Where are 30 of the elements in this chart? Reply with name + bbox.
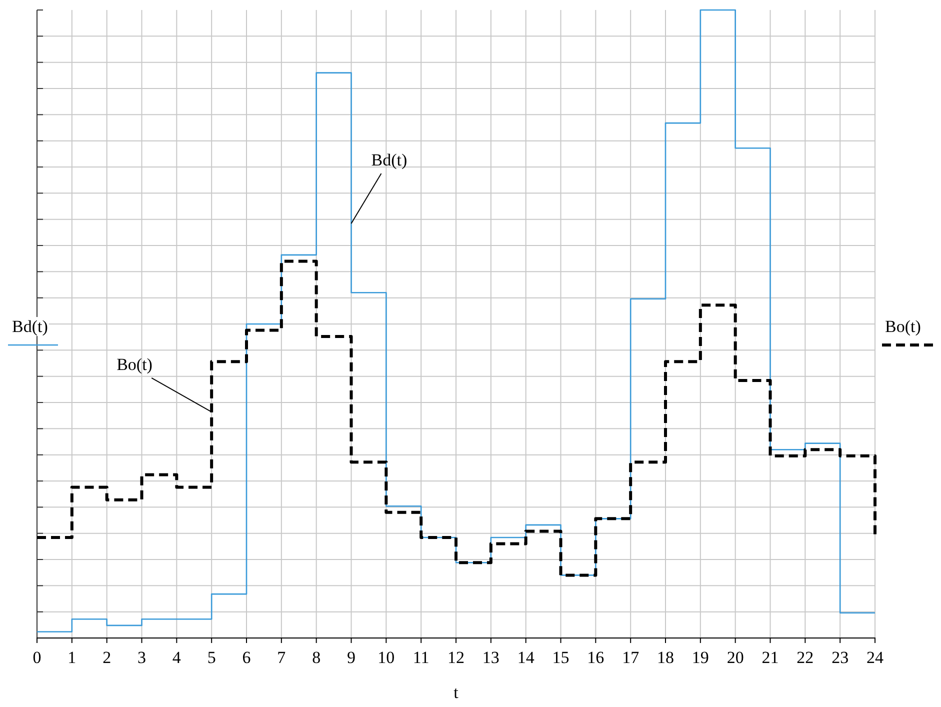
x-tick-label: 14: [517, 648, 535, 668]
x-tick-label: 2: [102, 648, 112, 668]
text: Bo(t): [885, 317, 921, 336]
x-tick-label: 8: [312, 648, 321, 668]
x-tick-label: 10: [378, 648, 395, 668]
x-tick-label: 23: [832, 648, 849, 668]
x-tick-label: 24: [866, 648, 884, 668]
x-tick-label: 18: [657, 648, 674, 668]
annotation: Bo(t): [116, 354, 152, 374]
x-axis-title: t: [454, 683, 459, 702]
x-tick-label: 0: [32, 648, 42, 668]
x-tick-label: 1: [68, 648, 76, 668]
x-tick-label: 16: [587, 648, 604, 668]
x-tick-label: 15: [552, 648, 570, 668]
text: Bd(t): [12, 317, 48, 336]
x-tick-label: 22: [796, 648, 814, 668]
x-tick-label: 3: [138, 648, 146, 668]
x-tick-label: 21: [762, 648, 779, 668]
x-tick-label: 5: [207, 648, 216, 668]
x-tick-label: 19: [692, 648, 709, 668]
x-tick-label: 7: [277, 648, 286, 668]
x-tick-label: 6: [242, 648, 251, 668]
x-tick-label: 12: [448, 648, 464, 668]
x-tick-label: 17: [622, 648, 640, 668]
x-tick-label: 4: [172, 648, 182, 668]
x-tick-label: 20: [726, 648, 744, 668]
x-tick-label: 11: [412, 648, 430, 668]
x-tick-label: 9: [347, 648, 356, 668]
x-tick-label: 13: [482, 648, 500, 668]
annotation: Bd(t): [371, 150, 408, 170]
